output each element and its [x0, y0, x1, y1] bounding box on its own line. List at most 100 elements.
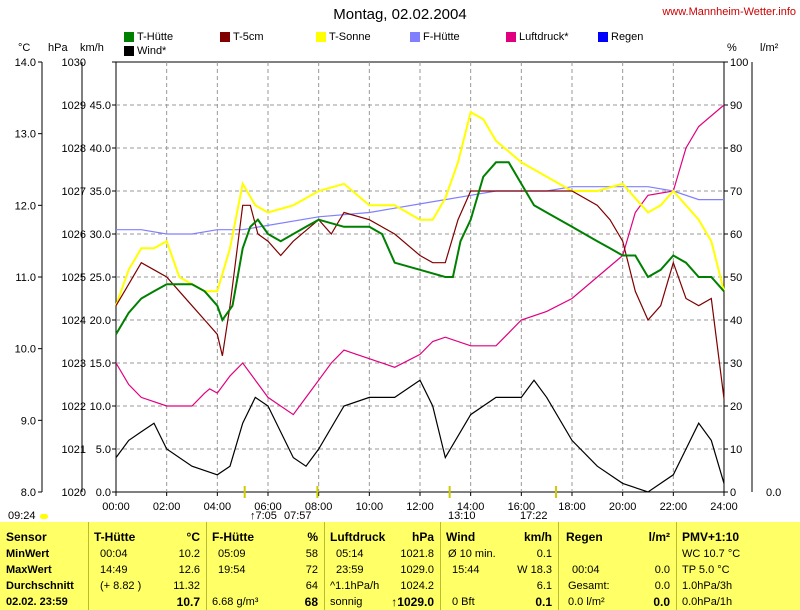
unit-f-huette: %	[307, 530, 318, 544]
wind-max-val: W 18.3	[517, 564, 552, 576]
hpa-tick-label: 1028	[62, 143, 86, 155]
regen-current-val: 0.0	[653, 595, 670, 609]
percent-tick-label: 30	[730, 358, 742, 370]
f-huette-current-val: 68	[304, 595, 318, 609]
regen-max-val: 0.0	[654, 564, 670, 576]
luftdruck-max-val: 1029.0	[400, 564, 434, 576]
header-regen: Regen	[566, 530, 603, 544]
legend-label: Wind*	[137, 45, 167, 57]
percent-tick-label: 90	[730, 100, 742, 112]
x-tick-label: 10:00	[356, 501, 384, 513]
f-huette-max-val: 72	[305, 564, 318, 576]
timeline-marker2: 13:10	[448, 510, 476, 522]
luftdruck-avg-val: 1024.2	[400, 580, 434, 592]
row-label-min: MinWert	[6, 548, 50, 560]
x-tick-label: 02:00	[153, 501, 181, 513]
x-tick-label: 12:00	[406, 501, 434, 513]
header-luftdruck: Luftdruck	[330, 530, 386, 544]
hpa-tick-label: 1029	[62, 100, 86, 112]
weather-chart: 1030102910281027102610251024102310221021…	[15, 57, 782, 513]
legend-swatch	[410, 32, 420, 42]
hpa-tick-label: 1027	[62, 186, 86, 198]
x-tick-label: 18:00	[558, 501, 586, 513]
header-wind: Wind	[446, 530, 476, 544]
celsius-tick-label: 14.0	[15, 57, 36, 69]
f-huette-avg-val: 64	[305, 580, 318, 592]
hpa-tick-label: 1022	[62, 401, 86, 413]
x-axis: 00:00 02:00 04:00 06:00 08:00 10:00 12:00 14:00…	[102, 486, 738, 513]
f-huette-abs-humidity: 6.68 g/m³	[212, 596, 259, 608]
row-label-avg: Durchschnitt	[6, 580, 74, 592]
x-tick-label: 16:00	[508, 501, 536, 513]
f-huette-max-time: 19:54	[218, 564, 246, 576]
regen-max-time: 00:04	[572, 564, 600, 576]
legend-swatch	[598, 32, 608, 42]
hpa-tick-label: 1023	[62, 358, 86, 370]
sun-indicator-icon	[40, 514, 48, 519]
unit-hpa: hPa	[48, 42, 68, 54]
t-huette-min-val: 10.2	[178, 548, 200, 560]
kmh-tick-label: 35.0	[90, 186, 111, 198]
rain-tick-label: 0.0	[766, 487, 781, 499]
header-pmv: PMV+1:10	[682, 530, 740, 544]
kmh-tick-label: 25.0	[90, 272, 111, 284]
timeline-left-time: 09:24	[8, 510, 36, 522]
luftdruck-trend: ^1.1hPa/h	[330, 580, 380, 592]
sunrise-time: 7:05	[255, 510, 277, 522]
legend-swatch	[506, 32, 516, 42]
x-tick-label: 06:00	[254, 501, 282, 513]
hpa-tick-label: 1025	[62, 272, 86, 284]
kmh-tick-label: 30.0	[90, 229, 111, 241]
unit-luftdruck: hPa	[411, 530, 434, 544]
luftdruck-min-val: 1021.8	[400, 548, 434, 560]
celsius-tick-label: 9.0	[21, 415, 36, 427]
percent-tick-label: 10	[730, 444, 742, 456]
celsius-tick-label: 8.0	[21, 487, 36, 499]
unit-t-huette: °C	[186, 530, 200, 544]
unit-rain: l/m²	[760, 42, 779, 54]
legend-t-5cm: T-5cm	[220, 31, 264, 43]
header-sensor: Sensor	[6, 530, 47, 544]
legend-swatch	[220, 32, 230, 42]
x-tick-label: 14:00	[457, 501, 485, 513]
legend-label: Regen	[611, 31, 644, 43]
unit-celsius: °C	[18, 42, 31, 54]
t-huette-max-val: 12.6	[178, 564, 200, 576]
percent-tick-label: 100	[730, 57, 748, 69]
hpa-tick-label: 1026	[62, 229, 86, 241]
unit-wind: km/h	[523, 530, 552, 544]
series-line-t-h-tte	[115, 161, 725, 335]
row-label-max: MaxWert	[6, 564, 52, 576]
x-tick-label: 22:00	[660, 501, 688, 513]
hpa-tick-label: 1020	[62, 487, 86, 499]
wind-bft: 0 Bft	[452, 596, 475, 608]
unit-kmh: km/h	[80, 42, 104, 54]
f-huette-min-val: 58	[305, 548, 318, 560]
percent-tick-label: 20	[730, 401, 742, 413]
header-f-huette: F-Hütte	[212, 530, 254, 544]
wind-avg-label: Ø 10 min.	[448, 548, 496, 560]
celsius-tick-label: 10.0	[15, 344, 36, 356]
t-huette-current-val: 10.7	[176, 595, 200, 609]
pmv-dewpoint: TP 5.0 °C	[682, 564, 730, 576]
col-t-huette: T-Hütte °C 00:04 10.2 14:49 12.6 (+ 8.82…	[88, 522, 207, 610]
percent-tick-label: 0	[730, 487, 736, 499]
hpa-tick-label: 1030	[62, 57, 86, 69]
luftdruck-max-time: 23:59	[336, 564, 364, 576]
pmv-trend-3h: 1.0hPa/3h	[682, 580, 733, 592]
col-f-huette: F-Hütte % 05:09 58 19:54 72 64 6.68 g/m³…	[206, 522, 325, 610]
t-huette-avg-note: (+ 8.82 )	[100, 580, 142, 592]
col-sensor: Sensor MinWert MaxWert Durchschnitt 02.0…	[0, 522, 89, 610]
legend-regen: Regen	[598, 31, 643, 43]
luftdruck-current-val: ↑1029.0	[391, 595, 434, 609]
x-tick-label: 08:00	[305, 501, 333, 513]
t-huette-max-time: 14:49	[100, 564, 128, 576]
series-line-f-h-tte	[116, 186, 724, 235]
luftdruck-forecast: sonnig	[330, 596, 363, 608]
legend-swatch	[124, 32, 134, 42]
y-axes: 1030102910281027102610251024102310221021…	[15, 57, 782, 499]
kmh-tick-label: 20.0	[90, 315, 111, 327]
celsius-tick-label: 13.0	[15, 129, 36, 141]
site-link[interactable]: www.Mannheim-Wetter.info	[662, 6, 796, 18]
unit-percent: %	[727, 42, 737, 54]
